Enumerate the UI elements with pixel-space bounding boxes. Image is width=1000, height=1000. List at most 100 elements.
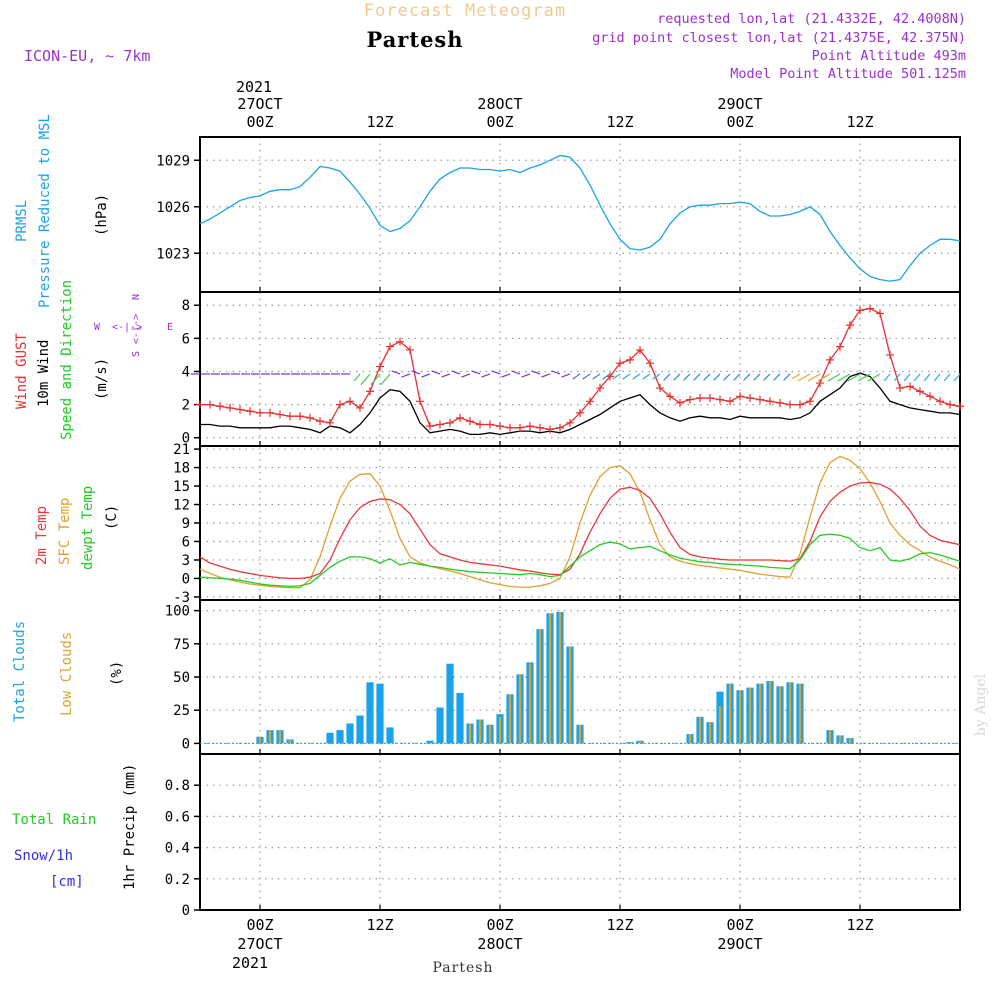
compass-rose: N <-|-> S W <-|-> E bbox=[94, 294, 173, 357]
low-cloud-bar bbox=[268, 730, 272, 744]
wind-arrow bbox=[883, 373, 891, 382]
y-tick-label: 0 bbox=[182, 903, 190, 919]
wind-10m-line bbox=[200, 372, 961, 436]
wind-arrow bbox=[703, 373, 711, 381]
gust-marker bbox=[766, 397, 774, 406]
gust-marker bbox=[876, 309, 884, 318]
low-cloud-bar bbox=[258, 736, 262, 744]
t2m-label: 2m Temp bbox=[34, 506, 50, 565]
y-tick-label: 1026 bbox=[156, 200, 190, 216]
bottom-time-label: 00Z bbox=[486, 916, 513, 934]
gust-marker bbox=[326, 418, 334, 427]
pressure-unit: (hPa) bbox=[94, 194, 110, 236]
wind-arrow bbox=[673, 373, 681, 381]
pressure-panel: 1023 1026 1029 bbox=[156, 136, 961, 293]
low-cloud-bar bbox=[568, 646, 572, 744]
grid-point-coords: grid point closest lon,lat (21.4375E, 42… bbox=[592, 30, 966, 46]
gust-marker bbox=[586, 397, 594, 406]
low-cloud-bar bbox=[798, 683, 802, 744]
y-tick-label: 8 bbox=[182, 298, 190, 314]
wind-arrow bbox=[391, 370, 401, 375]
wind-arrow bbox=[663, 373, 671, 381]
low-cloud-bar bbox=[628, 742, 632, 744]
gust-marker bbox=[486, 420, 494, 429]
compass-south: S bbox=[131, 351, 142, 357]
snow-label: Snow/1h bbox=[14, 848, 73, 864]
gust-marker bbox=[896, 384, 904, 393]
temperature-panel: -3 0 3 6 9 12 15 18 21 bbox=[173, 442, 961, 606]
gust-marker bbox=[366, 387, 374, 396]
low-cloud-bar bbox=[278, 730, 282, 744]
gust-marker bbox=[696, 393, 704, 402]
gust-marker bbox=[756, 395, 764, 404]
bottom-time-label: 00Z bbox=[726, 916, 753, 934]
wind-panel: 0 2 4 6 8 bbox=[182, 291, 964, 447]
wind-arrow bbox=[943, 373, 951, 382]
wind-arrow bbox=[807, 373, 821, 382]
low-cloud-bar bbox=[768, 680, 772, 744]
pressure-frame bbox=[199, 136, 961, 293]
gust-marker bbox=[476, 420, 484, 429]
dewpt-line bbox=[199, 533, 961, 588]
y-tick-label: 0 bbox=[182, 571, 190, 587]
gust-marker bbox=[706, 393, 714, 402]
snow-unit-label: [cm] bbox=[50, 874, 84, 890]
gust-marker bbox=[656, 384, 664, 393]
gust-marker bbox=[546, 425, 554, 434]
wind-arrow bbox=[783, 373, 791, 381]
requested-coords: requested lon,lat (21.4332E, 42.4008N) bbox=[657, 11, 966, 27]
model-label: ICON-EU, ~ 7km bbox=[24, 47, 150, 65]
low-clouds-label: Low Clouds bbox=[59, 632, 75, 716]
gust-marker bbox=[936, 397, 944, 406]
wind-arrow bbox=[501, 373, 511, 378]
wind-arrow bbox=[451, 370, 461, 375]
gust-marker bbox=[296, 412, 304, 421]
gust-marker bbox=[836, 342, 844, 351]
wind-arrow bbox=[763, 373, 771, 381]
y-tick-label: 0 bbox=[182, 431, 190, 447]
wind-arrow bbox=[572, 373, 581, 380]
y-tick-label: 25 bbox=[173, 703, 190, 719]
y-tick-label: 18 bbox=[173, 461, 190, 477]
gust-marker bbox=[526, 422, 534, 431]
gust-marker bbox=[426, 422, 434, 431]
wind-arrow bbox=[753, 373, 761, 381]
top-time-label: 12Z bbox=[366, 113, 393, 131]
wind-arrow bbox=[431, 370, 441, 375]
dewpt-label: dewpt Temp bbox=[80, 486, 96, 570]
low-cloud-bar bbox=[538, 629, 542, 744]
y-tick-label: 0.2 bbox=[165, 872, 190, 888]
gust-marker bbox=[396, 337, 404, 346]
t2m-line bbox=[199, 481, 961, 580]
gust-marker bbox=[216, 402, 224, 411]
y-tick-label: 1029 bbox=[156, 153, 190, 169]
compass-east: E bbox=[167, 322, 173, 333]
wind-arrow bbox=[461, 373, 471, 378]
bottom-day-label: 29OCT bbox=[717, 935, 762, 953]
gust-marker bbox=[286, 412, 294, 421]
wind-arrow bbox=[933, 373, 941, 382]
gust-marker bbox=[566, 418, 574, 427]
gust-marker bbox=[276, 410, 284, 419]
bottom-time-label: 00Z bbox=[246, 916, 273, 934]
gust-marker bbox=[466, 417, 474, 426]
gust-marker bbox=[826, 355, 834, 364]
wind-frame bbox=[199, 291, 961, 447]
gust-marker bbox=[636, 345, 644, 354]
wind-arrow bbox=[551, 370, 561, 375]
y-tick-label: 0.8 bbox=[165, 778, 190, 794]
watermark: by Angel bbox=[973, 673, 989, 736]
y-tick-label: 15 bbox=[173, 479, 190, 495]
gust-marker bbox=[256, 408, 264, 417]
gust-marker bbox=[436, 420, 444, 429]
low-cloud-bar bbox=[498, 716, 502, 744]
bottom-day-label: 27OCT bbox=[237, 935, 282, 953]
gust-marker bbox=[496, 422, 504, 431]
y-tick-label: 1023 bbox=[156, 246, 190, 262]
low-cloud-bar bbox=[288, 739, 292, 744]
y-tick-label: 50 bbox=[173, 670, 190, 686]
low-cloud-bar bbox=[478, 719, 482, 744]
gust-marker bbox=[796, 400, 804, 409]
gust-marker bbox=[906, 382, 914, 391]
low-cloud-bar bbox=[848, 738, 852, 744]
